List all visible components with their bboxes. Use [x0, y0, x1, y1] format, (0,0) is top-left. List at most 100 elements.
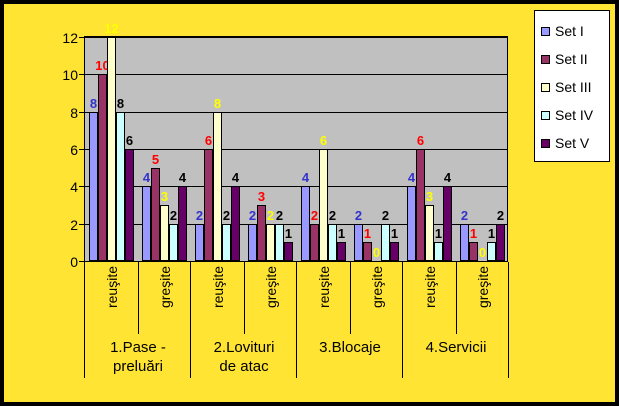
data-label: 6: [125, 133, 134, 148]
legend-label: Set IV: [555, 107, 594, 123]
y-axis-tick-mark: [79, 186, 84, 188]
data-label: 6: [319, 133, 328, 148]
data-label: 3: [160, 189, 169, 204]
bar-set-ii-group8: [469, 242, 478, 261]
bar-set-ii-group1: [98, 74, 107, 261]
x-axis-sublabel: greşite: [474, 266, 491, 309]
legend-item-set-ii: Set II: [541, 45, 609, 73]
data-label: 4: [231, 170, 240, 185]
x-axis-sublabel: greşite: [156, 266, 173, 309]
legend-item-set-iv: Set IV: [541, 101, 609, 129]
category-separator: [190, 262, 191, 378]
x-axis-sublabel: reuşite: [209, 266, 226, 309]
data-label: 6: [416, 133, 425, 148]
bar-set-v-group7: [443, 186, 452, 261]
x-axis-sublabel: greşite: [368, 266, 385, 309]
gridline: [85, 111, 507, 113]
gridline: [85, 223, 507, 225]
data-label: 3: [257, 189, 266, 204]
bar-set-v-group1: [125, 149, 134, 261]
data-label: 1: [390, 226, 399, 241]
bar-set-iv-group8: [487, 242, 496, 261]
data-label: 2: [169, 208, 178, 223]
y-axis-tick-mark: [79, 37, 84, 38]
data-label: 2: [275, 208, 284, 223]
data-label: 2: [381, 208, 390, 223]
y-axis-tick-label: 6: [70, 142, 78, 158]
legend-item-set-i: Set I: [541, 17, 609, 45]
category-separator: [84, 262, 85, 378]
bar-set-ii-group7: [416, 149, 425, 261]
legend: Set I Set II Set III Set IV Set V: [534, 10, 610, 162]
data-label: 0: [478, 245, 487, 260]
data-label: 2: [328, 208, 337, 223]
bar-set-iv-group6: [381, 224, 390, 261]
bar-set-i-group2: [142, 186, 151, 261]
bar-set-i-group8: [460, 224, 469, 261]
y-axis-tick-label: 2: [70, 216, 78, 233]
data-label: 2: [496, 208, 505, 223]
bar-set-iv-group4: [275, 224, 284, 261]
category-separator: [402, 262, 403, 378]
bar-set-i-group5: [301, 186, 310, 261]
y-axis-tick-mark: [79, 74, 84, 76]
y-axis-tick-label: 4: [70, 179, 78, 196]
legend-color-swatch: [541, 82, 550, 92]
data-label: 1: [434, 226, 443, 241]
category-label: 2.Lovituri de atac: [213, 339, 275, 375]
gridline: [85, 74, 507, 76]
bar-set-iii-group5: [319, 149, 328, 261]
bar-set-iii-group4: [266, 224, 275, 261]
gridline: [85, 186, 507, 188]
data-label: 1: [363, 226, 372, 241]
x-axis-sublabel: reuşite: [103, 266, 120, 309]
legend-color-swatch: [541, 110, 550, 120]
legend-label: Set V: [555, 135, 590, 151]
y-axis-tick-label: 12: [62, 30, 78, 46]
bar-set-i-group6: [354, 224, 363, 261]
bar-set-i-group4: [248, 224, 257, 261]
category-label: 1.Pase - preluări: [110, 339, 166, 375]
data-label: 8: [89, 96, 98, 111]
bar-set-i-group7: [407, 186, 416, 261]
category-separator: [508, 262, 509, 378]
bar-set-ii-group4: [257, 205, 266, 261]
category-label: 3.Blocaje: [319, 339, 381, 356]
legend-color-swatch: [541, 138, 550, 148]
bar-set-v-group6: [390, 242, 399, 261]
category-label: 4.Servicii: [425, 339, 487, 356]
x-axis-sublabel: greşite: [262, 266, 279, 309]
bar-set-iii-group1: [107, 37, 116, 261]
data-label: 1: [487, 226, 496, 241]
bar-set-v-group4: [284, 242, 293, 261]
data-label: 8: [213, 96, 222, 111]
data-label: 4: [443, 170, 452, 185]
data-label: 3: [425, 189, 434, 204]
data-label: 8: [116, 96, 125, 111]
data-label: 1: [337, 226, 346, 241]
legend-color-swatch: [541, 54, 550, 64]
data-label: 2: [266, 208, 275, 223]
bar-set-iii-group2: [160, 205, 169, 261]
bar-set-iv-group3: [222, 224, 231, 261]
bar-set-iv-group1: [116, 112, 125, 261]
data-label: 1: [469, 226, 478, 241]
gridline: [85, 37, 507, 38]
bar-set-i-group3: [195, 224, 204, 261]
bar-set-ii-group5: [310, 224, 319, 261]
legend-label: Set II: [555, 51, 588, 67]
x-axis-sublabel: reuşite: [421, 266, 438, 309]
y-axis-tick-mark: [79, 223, 84, 225]
y-axis-tick-mark: [79, 111, 84, 113]
data-label: 4: [142, 170, 151, 185]
data-label: 2: [222, 208, 231, 223]
bar-set-v-group2: [178, 186, 187, 261]
legend-label: Set I: [555, 23, 584, 39]
y-axis-tick-label: 10: [62, 67, 78, 84]
data-label: 4: [301, 170, 310, 185]
subcategory-separator: [244, 262, 245, 334]
legend-color-swatch: [541, 26, 550, 36]
data-label: 5: [151, 152, 160, 167]
data-label: 10: [95, 58, 110, 73]
bar-set-ii-group6: [363, 242, 372, 261]
